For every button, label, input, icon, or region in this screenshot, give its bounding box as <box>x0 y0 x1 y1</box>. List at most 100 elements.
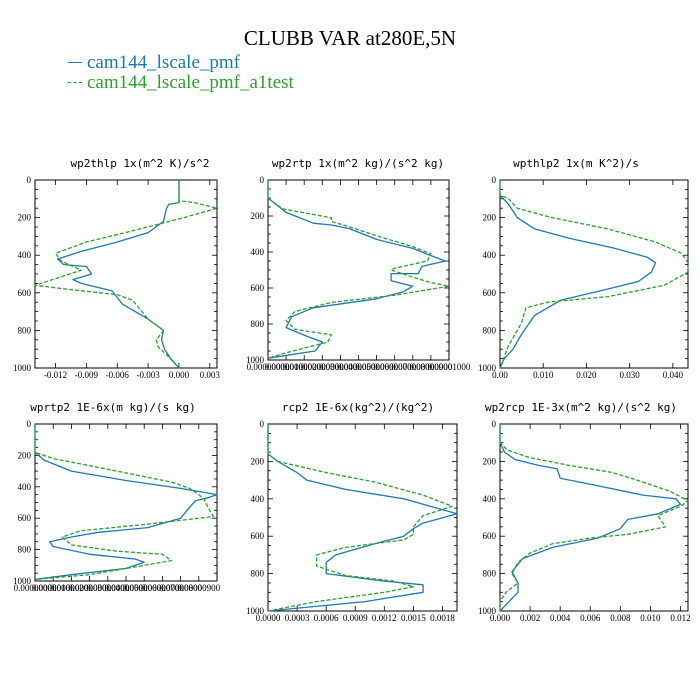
y-tick-label: 0 <box>260 419 265 429</box>
y-tick-label: 600 <box>18 288 32 298</box>
y-tick-label: 0 <box>27 175 32 185</box>
x-tick-label: 0.00000100 <box>32 583 75 593</box>
panel-title: wp2thlp 1x(m^2 K)/s^2 <box>70 157 209 170</box>
x-tick-label: 0.00000600 <box>355 362 398 372</box>
y-tick-label: 200 <box>18 213 32 223</box>
y-tick-label: 0 <box>27 419 32 429</box>
y-tick-label: 1000 <box>246 606 265 616</box>
y-tick-label: 600 <box>18 513 32 523</box>
y-tick-label: 600 <box>483 288 497 298</box>
plot-frame <box>267 179 450 361</box>
chart-panel-2: wp2rtp 1x(m^2 kg)/(s^2 kg) 0 200 400 600 800 1… <box>246 157 471 372</box>
x-tick-label: 0.00000900 <box>177 583 220 593</box>
y-tick-label: 600 <box>251 531 265 541</box>
x-tick-label: 0.00000300 <box>301 362 344 372</box>
y-tick-label: 400 <box>18 250 32 260</box>
panel-title: wpthlp2 1x(m K^2)/s <box>513 157 639 170</box>
plot-frame <box>34 179 218 369</box>
y-tick-label: 800 <box>483 569 497 579</box>
legend-label-1: cam144_lscale_pmf <box>87 52 241 73</box>
legend-line-1 <box>68 62 82 64</box>
x-tick-label: 0.00000800 <box>391 362 434 372</box>
y-tick-label: 800 <box>18 325 32 335</box>
y-tick-label: 600 <box>251 283 265 293</box>
series-line-1 <box>499 424 682 612</box>
legend-line-2 <box>68 82 82 84</box>
y-tick-label: 0 <box>492 175 497 185</box>
legend-label-2: cam144_lscale_pmf_a1test <box>87 72 294 93</box>
chart-panel-3: wpthlp2 1x(m K^2)/s 0 200 400 600 800 10000.00… <box>478 157 689 380</box>
x-tick-label: -0.009 <box>75 370 99 380</box>
x-tick-label: -0.003 <box>136 370 160 380</box>
plot-frame <box>499 179 689 369</box>
x-tick-label: 0.00000600 <box>123 583 166 593</box>
x-tick-label: 0.0015 <box>401 613 426 623</box>
plot-frame <box>267 423 458 612</box>
chart-panel-4: wprtp2 1E-6x(m kg)/(s kg) 0 200 400 600 800 10… <box>13 401 221 593</box>
y-tick-label: 200 <box>18 450 32 460</box>
x-tick-label: 0.002 <box>520 613 540 623</box>
x-tick-label: 0.000 <box>169 370 190 380</box>
series-line-2 <box>34 180 218 369</box>
x-tick-label: 0.00000100 <box>265 362 308 372</box>
figure-title: CLUBB VAR at280E,5N <box>243 26 457 50</box>
x-tick-label: 0.00000700 <box>141 583 184 593</box>
x-tick-label: 0.00001000 <box>428 362 471 372</box>
series-line-2 <box>267 180 450 359</box>
y-tick-label: 800 <box>251 569 265 579</box>
y-tick-label: 1000 <box>13 576 32 586</box>
x-tick-label: 0.00000300 <box>68 583 111 593</box>
x-tick-label: 0.0006 <box>314 613 339 623</box>
legend-entry-1: cam144_lscale_pmf <box>68 52 240 74</box>
x-tick-label: 0.00000400 <box>86 583 129 593</box>
y-tick-label: 200 <box>251 211 265 221</box>
x-tick-label: 0.00000400 <box>319 362 362 372</box>
x-tick-label: 0.00000700 <box>373 362 416 372</box>
x-tick-label: 0.00000800 <box>159 583 202 593</box>
y-tick-label: 1000 <box>478 606 497 616</box>
x-tick-label: 0.020 <box>576 370 597 380</box>
x-tick-label: 0.012 <box>670 613 690 623</box>
y-tick-label: 1000 <box>478 363 497 373</box>
x-tick-label: 0.00000000 <box>247 362 290 372</box>
x-tick-label: 0.040 <box>663 370 684 380</box>
series-line-2 <box>34 424 215 581</box>
chart-panel-5: rcp2 1E-6x(kg^2)/(kg^2) 0 200 400 600 800 1000… <box>246 401 458 623</box>
series-line-2 <box>499 424 689 611</box>
y-tick-label: 600 <box>483 531 497 541</box>
y-tick-label: 400 <box>251 247 265 257</box>
panel-title: rcp2 1E-6x(kg^2)/(kg^2) <box>282 401 434 414</box>
chart-panel-1: wp2thlp 1x(m^2 K)/s^2 0 200 400 600 800 1000 -0… <box>13 157 220 380</box>
x-tick-label: 0.006 <box>580 613 601 623</box>
y-tick-label: 400 <box>18 482 32 492</box>
y-tick-label: 400 <box>483 250 497 260</box>
y-tick-label: 400 <box>483 494 497 504</box>
x-tick-label: 0.00 <box>492 370 508 380</box>
x-tick-label: 0.008 <box>610 613 631 623</box>
y-tick-label: 200 <box>483 213 497 223</box>
x-tick-label: 0.0000 <box>256 613 281 623</box>
x-tick-label: 0.00000900 <box>410 362 453 372</box>
x-tick-label: 0.010 <box>640 613 661 623</box>
y-tick-label: 0 <box>492 419 497 429</box>
x-tick-label: 0.0003 <box>285 613 310 623</box>
panel-title: wprtp2 1E-6x(m kg)/(s kg) <box>30 401 196 414</box>
x-tick-label: 0.003 <box>200 370 221 380</box>
x-tick-label: -0.006 <box>106 370 130 380</box>
y-tick-label: 400 <box>251 494 265 504</box>
panel-title: wp2rcp 1E-3x(m^2 kg)/(s^2 kg) <box>485 401 677 414</box>
panel-title: wp2rtp 1x(m^2 kg)/(s^2 kg) <box>272 157 444 170</box>
series-line-2 <box>499 180 689 369</box>
series-line-1 <box>34 424 218 581</box>
x-tick-label: 0.00000000 <box>14 583 57 593</box>
x-tick-label: 0.00000500 <box>105 583 148 593</box>
x-tick-label: -0.012 <box>44 370 67 380</box>
x-tick-label: 0.010 <box>533 370 554 380</box>
series-line-1 <box>267 180 447 359</box>
series-line-1 <box>56 180 180 369</box>
series-line-1 <box>267 424 458 612</box>
legend-entry-2: cam144_lscale_pmf_a1test <box>68 72 294 94</box>
series-line-2 <box>267 424 453 612</box>
x-tick-label: 0.0018 <box>430 613 455 623</box>
